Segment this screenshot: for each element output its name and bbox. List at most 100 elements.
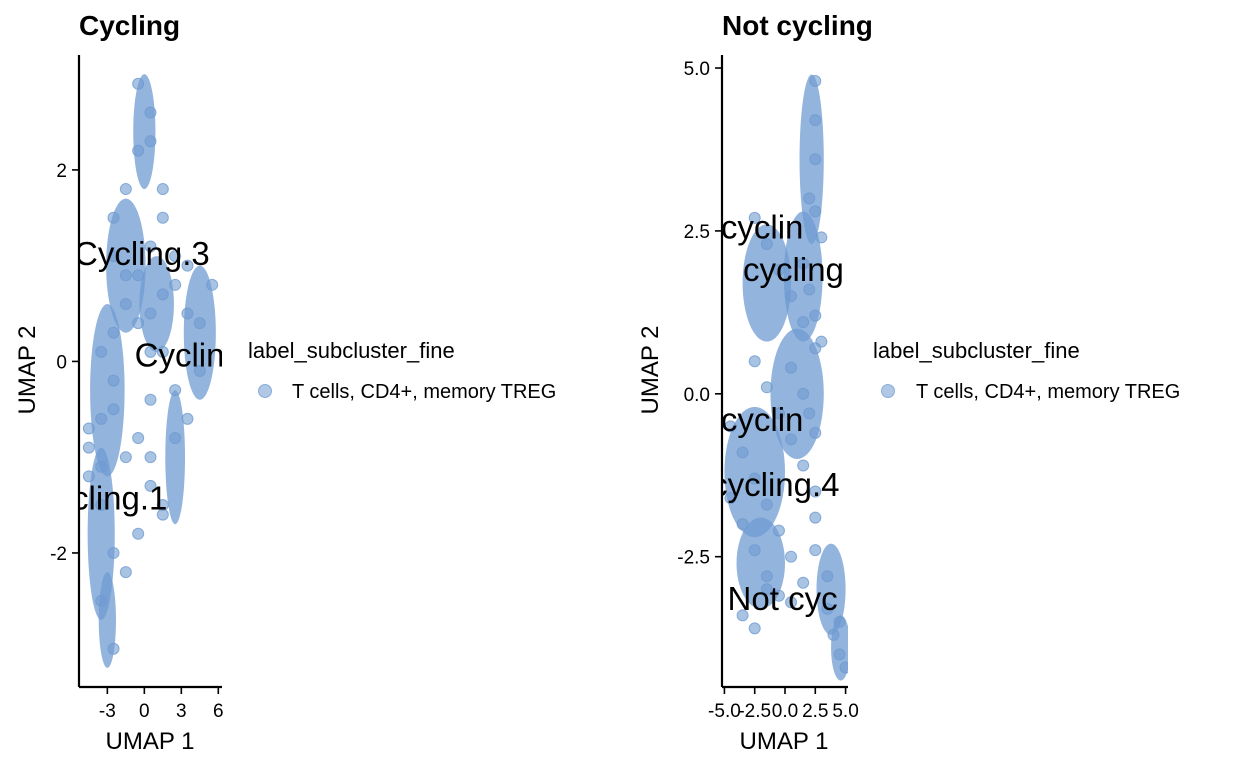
y-tick-label: 0: [56, 352, 67, 373]
data-point: [119, 451, 132, 464]
data-point: [107, 642, 120, 655]
data-point: [119, 297, 132, 310]
y-tick-label: 2.5: [684, 222, 710, 243]
y-tick-label: -2: [50, 544, 67, 565]
x-tick-label: -5.0: [708, 701, 741, 722]
x-tick-label: 5.0: [832, 701, 858, 722]
data-point: [132, 432, 145, 445]
y-tick-label: 2: [56, 161, 67, 182]
data-point: [736, 518, 749, 531]
data-point: [132, 527, 145, 540]
data-point: [785, 361, 798, 374]
points-cycling: [82, 77, 219, 655]
data-point: [144, 393, 157, 406]
data-point: [119, 183, 132, 196]
data-point: [144, 240, 157, 253]
x-axis-title-cycling: UMAP 1: [106, 728, 195, 755]
data-point: [760, 583, 773, 596]
data-point: [119, 566, 132, 579]
y-axis-title-cycling: UMAP 2: [14, 326, 41, 415]
legend-title-cycling: label_subcluster_fine: [248, 338, 455, 363]
data-point: [724, 420, 737, 433]
data-point: [772, 407, 785, 420]
point-cloud-region: [106, 198, 146, 333]
legend-key-cycling: [258, 384, 272, 398]
cluster-label: ot cyclin: [684, 209, 803, 246]
data-point: [833, 615, 846, 628]
data-point: [169, 384, 182, 397]
data-point: [95, 345, 108, 358]
data-point: [821, 570, 834, 583]
data-point: [803, 283, 816, 296]
data-point: [797, 257, 810, 270]
y-tick-label: 5.0: [684, 59, 710, 80]
data-point: [107, 546, 120, 559]
cluster-label: cycling: [743, 251, 844, 288]
data-point: [736, 609, 749, 622]
data-point: [144, 479, 157, 492]
point-cloud-region: [133, 74, 156, 190]
x-tick-label: -3: [99, 701, 116, 722]
legend-title-not-cycling: label_subcluster_fine: [873, 338, 1080, 363]
data-point: [181, 412, 194, 425]
cluster-label: Not cyc: [728, 580, 838, 617]
data-point: [760, 381, 773, 394]
data-point: [181, 259, 194, 272]
data-point: [772, 264, 785, 277]
ticks-not-cycling: -5.0-2.5 0.0 2.5 5.05.02.50.0-2.5: [677, 59, 859, 722]
data-point: [797, 316, 810, 329]
data-point: [724, 492, 737, 505]
panel-cycling-title: Cycling: [79, 10, 180, 41]
data-point: [809, 75, 822, 88]
data-point: [809, 309, 822, 322]
data-point: [95, 460, 108, 473]
data-point: [797, 459, 810, 472]
data-point: [809, 205, 822, 218]
data-point: [144, 345, 157, 358]
data-point: [156, 211, 169, 224]
x-tick-label: 0.0: [772, 701, 798, 722]
point-cloud-region: [139, 256, 174, 352]
data-point: [821, 602, 834, 615]
data-point: [132, 269, 145, 282]
data-point: [797, 387, 810, 400]
point-cloud-region: [165, 390, 186, 525]
cluster-label: ot cyclin: [684, 401, 803, 438]
point-cloud-region: [770, 328, 824, 459]
point-cloud-region: [90, 303, 125, 477]
data-point: [809, 153, 822, 166]
data-point: [785, 290, 798, 303]
x-tick-label: 6: [213, 701, 224, 722]
data-point: [156, 508, 169, 521]
data-point: [95, 499, 108, 512]
data-point: [809, 485, 822, 498]
legend-item-not-cycling: T cells, CD4+, memory TREG: [916, 381, 1180, 403]
data-point: [132, 317, 145, 330]
data-point: [809, 342, 822, 355]
data-point: [169, 278, 182, 291]
data-point: [82, 422, 95, 435]
legend-cycling: label_subcluster_fine T cells, CD4+, mem…: [248, 338, 556, 403]
data-point: [772, 524, 785, 537]
cluster-label: cling.1: [72, 479, 167, 516]
data-point: [785, 433, 798, 446]
data-point: [156, 288, 169, 301]
data-point: [736, 446, 749, 459]
data-point: [815, 231, 828, 244]
point-cloud-region: [183, 265, 216, 400]
data-point: [803, 407, 816, 420]
data-point: [107, 403, 120, 416]
cluster-labels-not-cycling: ot cyclin cycling ot cyclin cycling.4 Not cy…: [684, 209, 844, 617]
data-point: [748, 472, 761, 485]
cluster-label: Cycling.3: [74, 235, 210, 272]
data-point: [156, 183, 169, 196]
data-point: [144, 307, 157, 320]
data-point: [809, 544, 822, 557]
data-point: [809, 426, 822, 439]
x-tick-label: 3: [176, 701, 187, 722]
y-tick-label: 0.0: [684, 385, 710, 406]
data-point: [107, 250, 120, 263]
data-point: [809, 114, 822, 127]
